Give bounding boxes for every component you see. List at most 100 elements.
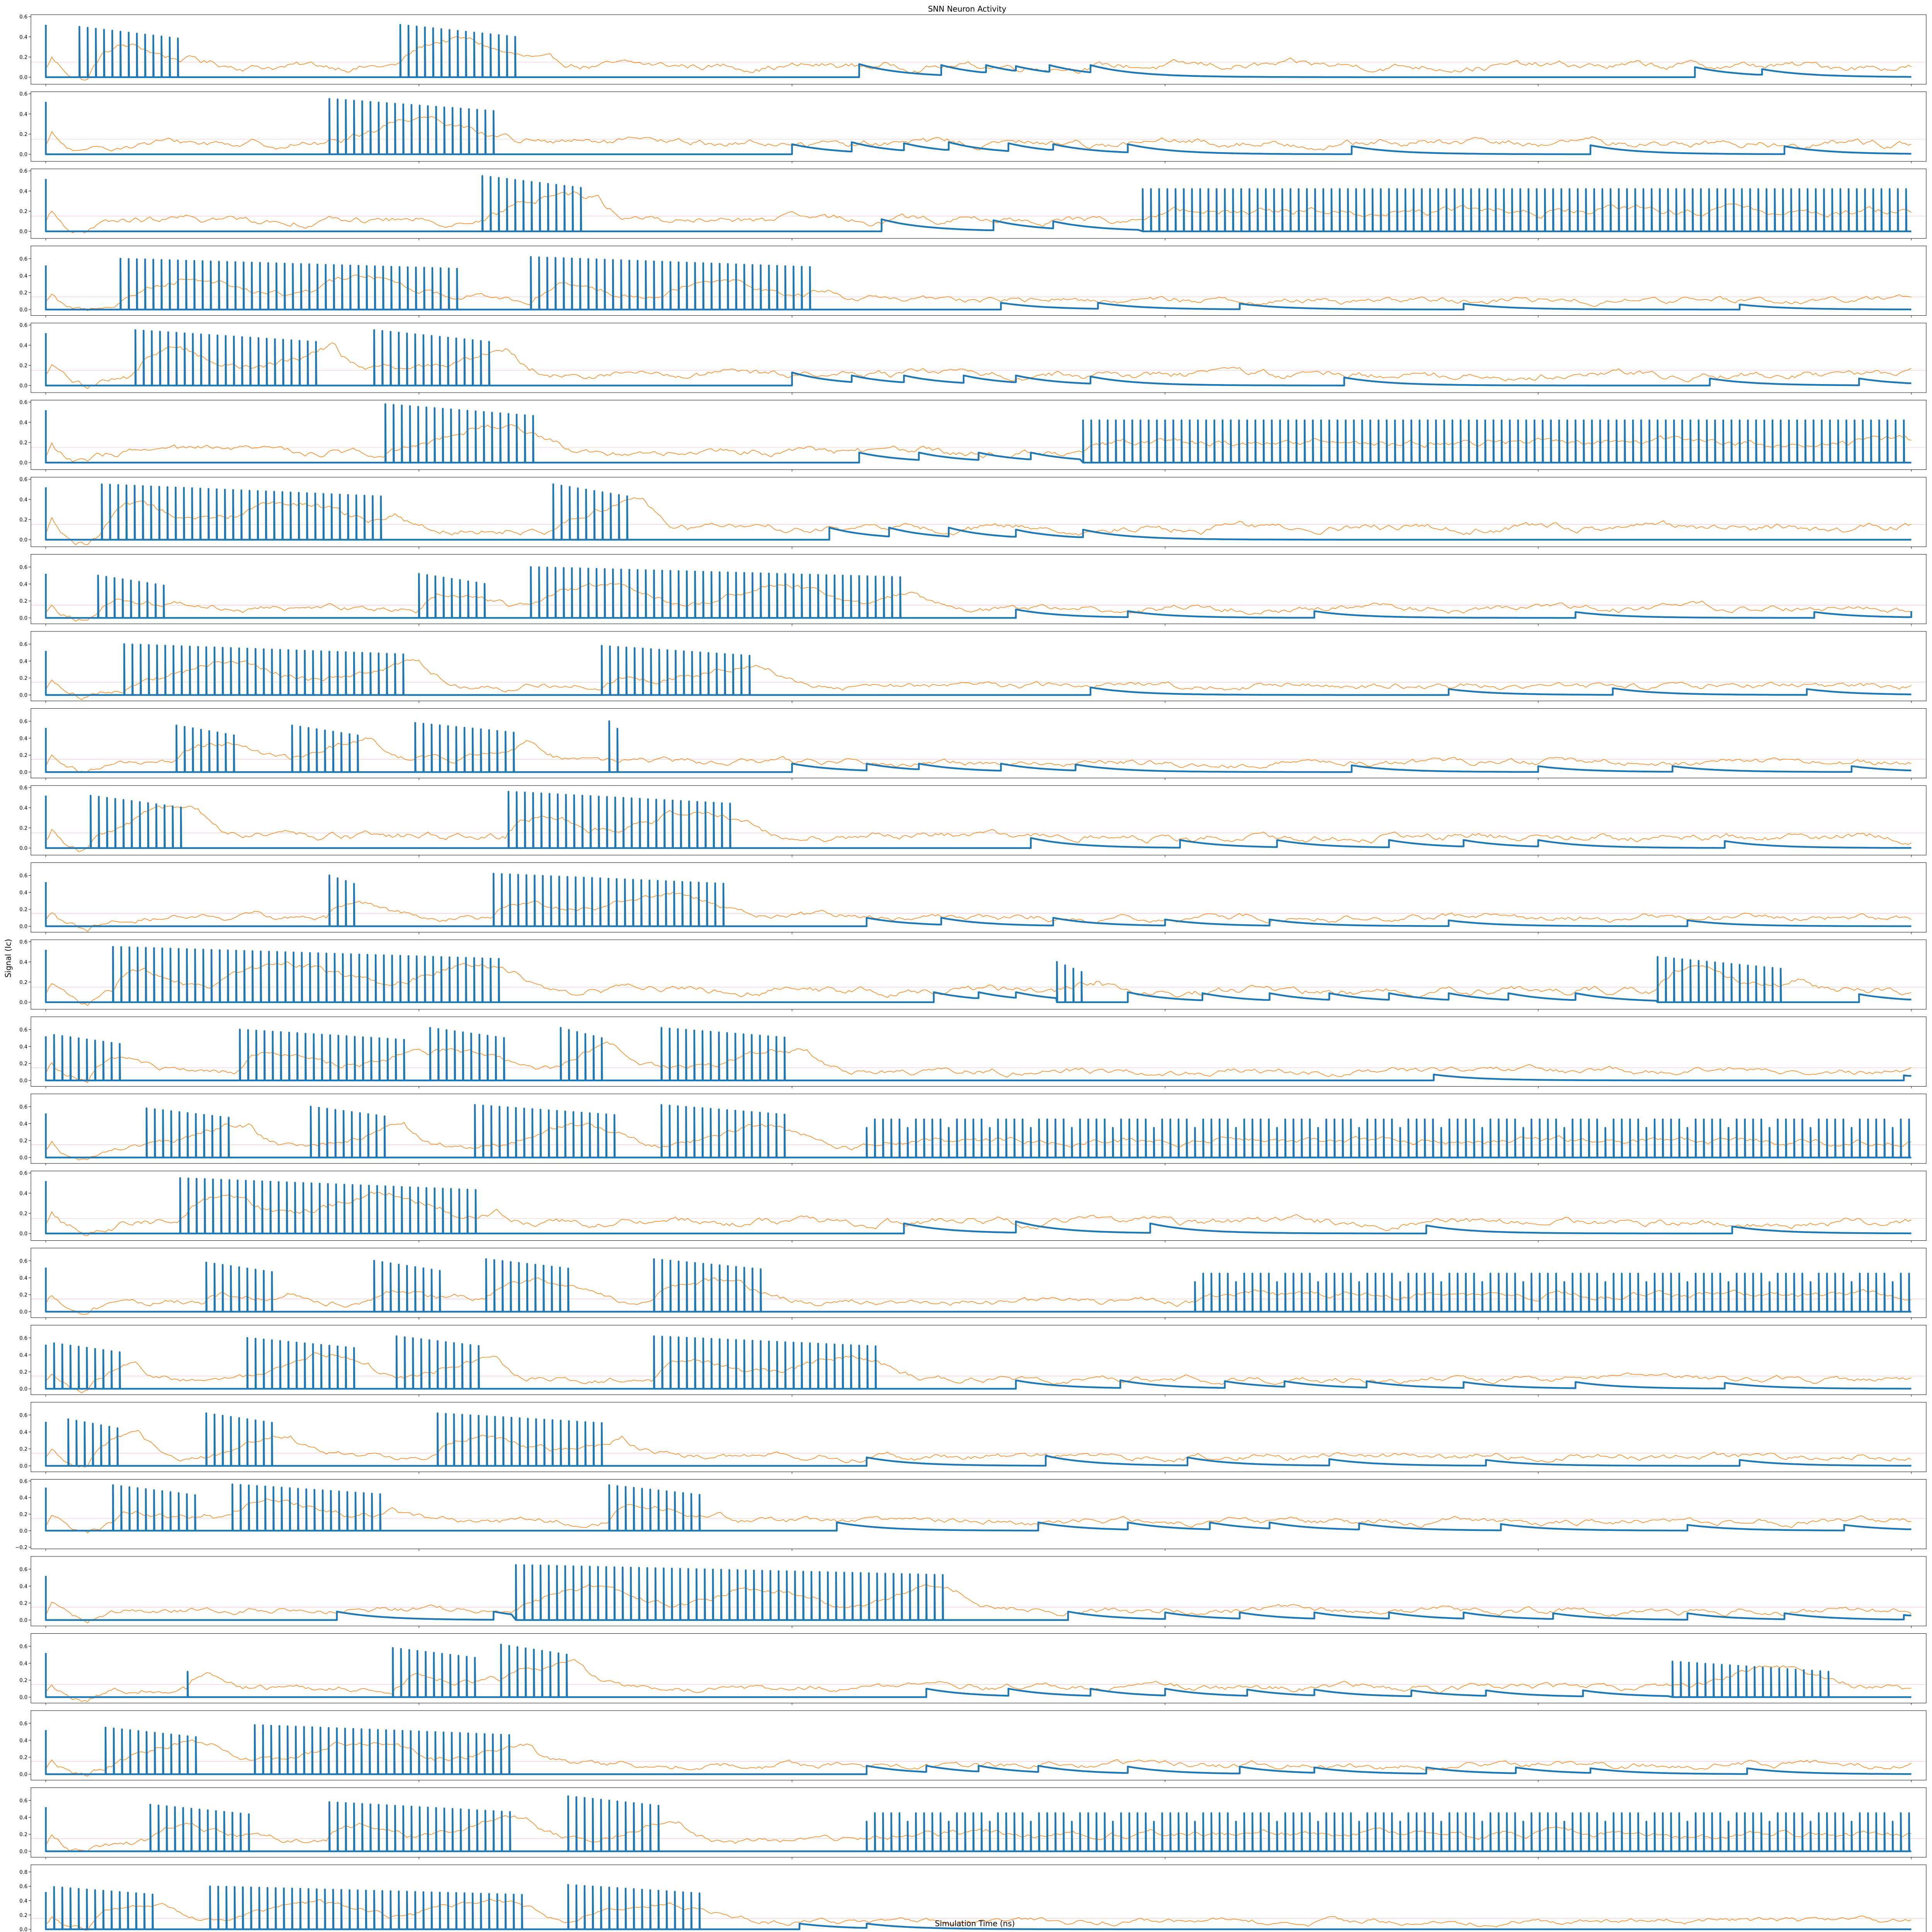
- panel-9: 0.0 0.2 0.4 0.6: [19, 631, 1927, 703]
- y-tick-label: 0.6: [19, 939, 27, 945]
- y-tick-label: 0.4: [19, 1815, 27, 1821]
- y-tick-label: 0.0: [19, 152, 27, 158]
- y-tick-label: 0.4: [19, 189, 27, 194]
- y-tick-label: 0.4: [19, 1044, 27, 1050]
- y-tick-label: 0.6: [19, 565, 27, 570]
- y-tick-label: 0.6: [19, 1104, 27, 1110]
- y-tick-label: 0.0: [19, 924, 27, 930]
- membrane-trace: [45, 403, 1912, 464]
- y-tick-label: 0.6: [19, 1027, 27, 1033]
- input-trace: [45, 1659, 1912, 1702]
- y-tick-label: 0.0: [19, 1618, 27, 1624]
- panel-frame: [31, 92, 1927, 162]
- y-tick-label: 0.4: [19, 1738, 27, 1744]
- input-trace: [45, 737, 1912, 773]
- y-tick-label: 0.6: [19, 719, 27, 724]
- y-tick-label: 0.2: [19, 676, 27, 682]
- y-tick-label: 0.0: [19, 229, 27, 235]
- input-trace: [45, 892, 1912, 932]
- membrane-trace: [45, 872, 1912, 927]
- y-tick-label: 0.2: [19, 1512, 27, 1518]
- panel-frame: [31, 168, 1927, 239]
- input-trace: [45, 191, 1912, 233]
- panel-25: 0.0 0.2 0.4 0.6 0.8: [19, 1864, 1927, 1932]
- panel-frame: [31, 1017, 1927, 1087]
- input-trace: [45, 583, 1912, 622]
- y-tick-label: 0.2: [19, 980, 27, 986]
- chart-title: SNN Neuron Activity: [928, 4, 1007, 14]
- membrane-trace: [45, 483, 1912, 541]
- panel-23: 0.0 0.2 0.4 0.6: [19, 1710, 1927, 1782]
- input-trace: [45, 36, 1912, 81]
- panel-frame: [31, 1325, 1927, 1395]
- y-tick-label: 0.8: [19, 1870, 27, 1876]
- panel-1: 0.0 0.2 0.4 0.6: [19, 14, 1927, 86]
- y-tick-label: 0.2: [19, 1447, 27, 1452]
- panel-20: −0.2 0.0 0.2 0.4 0.6: [15, 1479, 1927, 1551]
- panel-12: 0.0 0.2 0.4 0.6: [19, 862, 1927, 934]
- y-tick-label: 0.6: [19, 1798, 27, 1804]
- panel-4: 0.0 0.2 0.4 0.6: [19, 246, 1927, 318]
- input-trace: [45, 1498, 1912, 1534]
- panel-14: 0.0 0.2 0.4 0.6: [19, 1017, 1927, 1088]
- y-tick-label: 0.4: [19, 1661, 27, 1667]
- y-tick-label: 0.6: [19, 873, 27, 879]
- panel-frame: [31, 246, 1927, 316]
- panel-frame: [31, 708, 1927, 778]
- y-tick-label: 0.6: [19, 1171, 27, 1177]
- input-trace: [45, 497, 1912, 545]
- y-tick-label: 0.6: [19, 1335, 27, 1341]
- y-tick-label: 0.4: [19, 1898, 27, 1904]
- membrane-trace: [45, 329, 1912, 386]
- y-tick-label: 0.0: [19, 1528, 27, 1534]
- y-tick-label: 0.6: [19, 168, 27, 174]
- y-tick-label: 0.0: [19, 75, 27, 81]
- panel-24: 0.0 0.2 0.4 0.6: [19, 1787, 1927, 1859]
- y-tick-label: 0.6: [19, 785, 27, 791]
- y-tick-label: 0.2: [19, 1293, 27, 1298]
- membrane-trace: [45, 791, 1912, 849]
- y-tick-label: 0.2: [19, 209, 27, 215]
- membrane-trace: [45, 643, 1912, 696]
- y-tick-label: 0.0: [19, 770, 27, 776]
- y-tick-label: 0.2: [19, 290, 27, 296]
- membrane-trace: [45, 1177, 1912, 1235]
- y-tick-label: 0.2: [19, 1211, 27, 1217]
- panel-frame: [31, 1864, 1927, 1932]
- panel-frame: [31, 477, 1927, 547]
- membrane-trace: [45, 1564, 1912, 1621]
- y-tick-label: 0.2: [19, 1913, 27, 1918]
- y-tick-label: 0.4: [19, 736, 27, 742]
- panel-frame: [31, 323, 1927, 393]
- y-tick-label: 0.0: [19, 1772, 27, 1778]
- y-tick-label: 0.2: [19, 132, 27, 138]
- panel-16: 0.0 0.2 0.4 0.6: [19, 1171, 1927, 1243]
- membrane-trace: [45, 256, 1912, 311]
- panel-frame: [31, 1479, 1927, 1549]
- input-trace: [45, 1277, 1912, 1315]
- y-tick-label: 0.2: [19, 363, 27, 369]
- input-trace: [45, 342, 1912, 389]
- y-tick-label: 0.0: [19, 537, 27, 543]
- y-tick-label: 0.0: [19, 307, 27, 313]
- input-trace: [45, 116, 1912, 151]
- panel-3: 0.0 0.2 0.4 0.6: [19, 168, 1927, 240]
- membrane-trace: [45, 175, 1912, 232]
- input-trace: [45, 961, 1912, 1006]
- y-tick-label: 0.4: [19, 805, 27, 811]
- panel-5: 0.0 0.2 0.4 0.6: [19, 323, 1927, 395]
- panel-7: 0.0 0.2 0.4 0.6: [19, 477, 1927, 549]
- y-tick-label: 0.4: [19, 1495, 27, 1501]
- y-tick-label: 0.2: [19, 440, 27, 446]
- input-trace: [45, 659, 1912, 700]
- y-tick-label: 0.0: [19, 1695, 27, 1701]
- input-trace: [46, 274, 1912, 311]
- panel-frame: [31, 1556, 1927, 1626]
- y-tick-label: 0.2: [19, 826, 27, 832]
- y-tick-label: 0.4: [19, 1584, 27, 1590]
- membrane-trace: [45, 1724, 1912, 1775]
- membrane-trace: [45, 1258, 1912, 1313]
- y-tick-label: 0.2: [19, 1678, 27, 1684]
- membrane-trace: [45, 566, 1912, 619]
- y-tick-label: 0.4: [19, 1191, 27, 1197]
